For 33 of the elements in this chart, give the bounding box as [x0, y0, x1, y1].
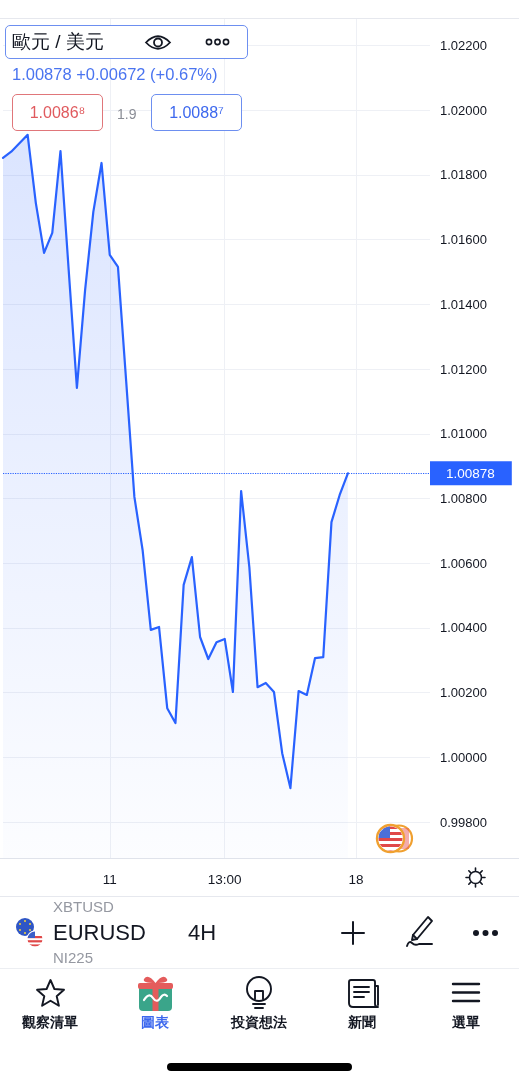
y-tick-label: 1.01400 — [440, 296, 487, 312]
y-tick-label: 1.00400 — [440, 620, 487, 636]
y-tick-label: 1.00600 — [440, 555, 487, 571]
label-box: 歐元 / 美元 — [5, 25, 248, 59]
text: 投資想法 — [231, 1014, 287, 1030]
y-tick-label: 1.01600 — [440, 232, 487, 248]
text: 選單 — [452, 1014, 480, 1030]
text: 新聞 — [348, 1014, 376, 1030]
text: 觀察清單 — [22, 1014, 78, 1030]
y-tick-label: 1.01200 — [440, 361, 487, 377]
text: EURUSD — [53, 920, 146, 945]
text: NI225 — [53, 949, 94, 966]
label-box: 1.0086⁸ — [12, 94, 103, 131]
label-box: 1.0088⁷ — [151, 94, 242, 131]
y-tick-label: 1.01800 — [440, 167, 487, 183]
y-tick-label: 1.00800 — [440, 491, 487, 507]
y-tick-label: 0.99800 — [440, 814, 487, 830]
text: 4H — [188, 920, 217, 945]
y-tick-label: 1.01000 — [440, 426, 487, 442]
annotation: 1.0086⁸ — [29, 104, 86, 121]
ref-line-label: 1.00878 — [446, 465, 495, 481]
text: XBTUSD — [53, 898, 114, 915]
y-tick-label: 1.00200 — [440, 685, 487, 701]
text: 圖表 — [141, 1014, 169, 1030]
annotation: 1.0088⁷ — [169, 104, 224, 121]
x-tick-label: 13:00 — [207, 871, 242, 887]
x-tick-label: 11 — [102, 871, 117, 887]
y-tick-label: 1.02200 — [440, 38, 487, 54]
x-tick-label: 18 — [348, 871, 364, 887]
annotation: 1.9 — [117, 106, 137, 122]
y-tick-label: 1.02000 — [440, 102, 487, 118]
y-tick-label: 1.00000 — [440, 749, 487, 765]
text: 1.00878 +0.00672 (+0.67%) — [12, 65, 218, 83]
